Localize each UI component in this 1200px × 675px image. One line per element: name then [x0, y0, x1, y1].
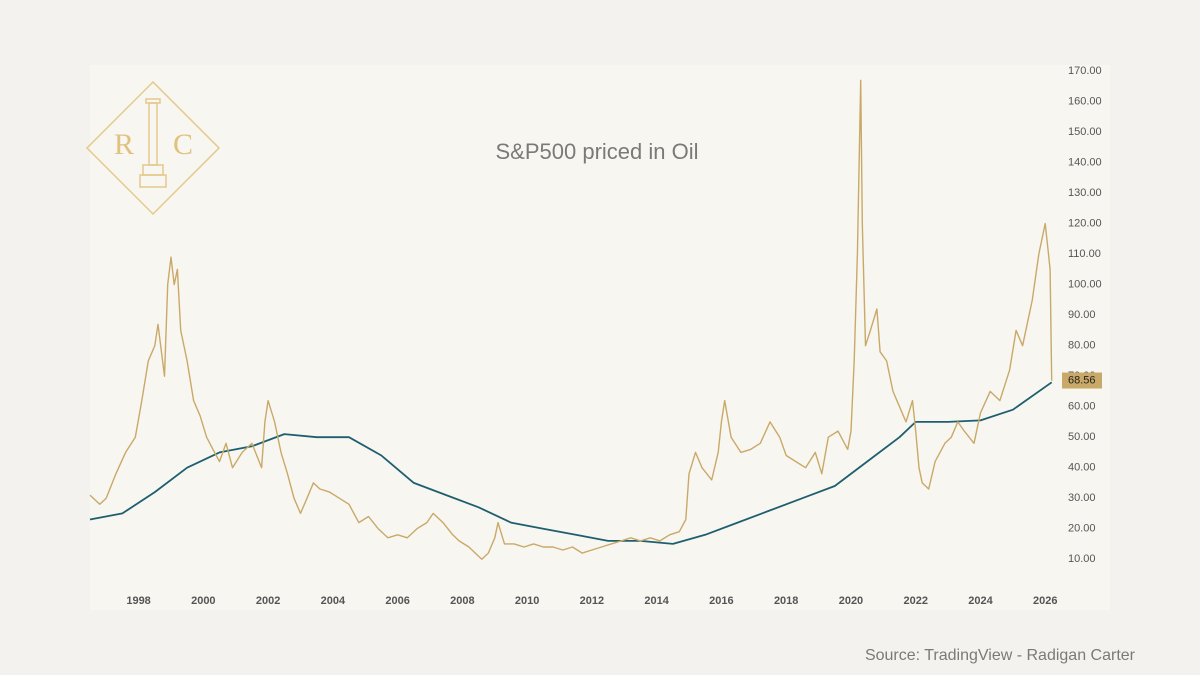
y-tick-label: 80.00 [1068, 340, 1096, 352]
last-value-label: 68.56 [1068, 374, 1096, 386]
x-tick-label: 2000 [191, 595, 215, 607]
y-tick-label: 160.00 [1068, 96, 1102, 108]
y-tick-label: 30.00 [1068, 492, 1096, 504]
x-tick-label: 1998 [126, 595, 150, 607]
y-tick-label: 140.00 [1068, 157, 1102, 169]
y-tick-label: 20.00 [1068, 523, 1096, 535]
x-tick-label: 2016 [709, 595, 733, 607]
y-tick-label: 90.00 [1068, 309, 1096, 321]
y-tick-label: 10.00 [1068, 553, 1096, 565]
x-tick-label: 2014 [644, 595, 669, 607]
y-tick-label: 130.00 [1068, 187, 1102, 199]
source: Source: TradingView - Radigan Carter [865, 647, 1136, 664]
y-tick-label: 50.00 [1068, 431, 1096, 443]
y-tick-label: 60.00 [1068, 401, 1096, 413]
y-tick-label: 150.00 [1068, 126, 1102, 138]
chart-title: S&P500 priced in Oil [496, 139, 699, 164]
logo-letter: C [173, 128, 193, 161]
line [89, 381, 1053, 545]
x-tick-label: 2012 [580, 595, 604, 607]
logo-capital [145, 98, 161, 104]
logo-plinth [139, 174, 167, 188]
line [89, 79, 1053, 560]
last-value-box [1062, 372, 1102, 389]
x-tick-label: 2026 [1033, 595, 1057, 607]
x-tick-label: 2002 [256, 595, 280, 607]
x-tick-label: 2004 [321, 595, 346, 607]
x-tick-label: 2018 [774, 595, 798, 607]
x-tick-label: 2010 [515, 595, 539, 607]
logo-diamond [85, 80, 221, 216]
y-tick-label: 100.00 [1068, 279, 1102, 291]
x-tick-label: 2006 [385, 595, 409, 607]
x-tick-label: 2008 [450, 595, 474, 607]
y-tick-label: 110.00 [1068, 248, 1101, 260]
x-tick-label: 2022 [903, 595, 927, 607]
y-tick-label: 170.00 [1068, 65, 1102, 77]
x-tick-label: 2024 [968, 595, 993, 607]
y-tick-label: 120.00 [1068, 218, 1102, 230]
logo [85, 80, 221, 216]
y-tick-label: 40.00 [1068, 462, 1096, 474]
logo-letter: R [114, 128, 134, 161]
plot-area [90, 65, 1110, 610]
x-tick-label: 2020 [839, 595, 863, 607]
